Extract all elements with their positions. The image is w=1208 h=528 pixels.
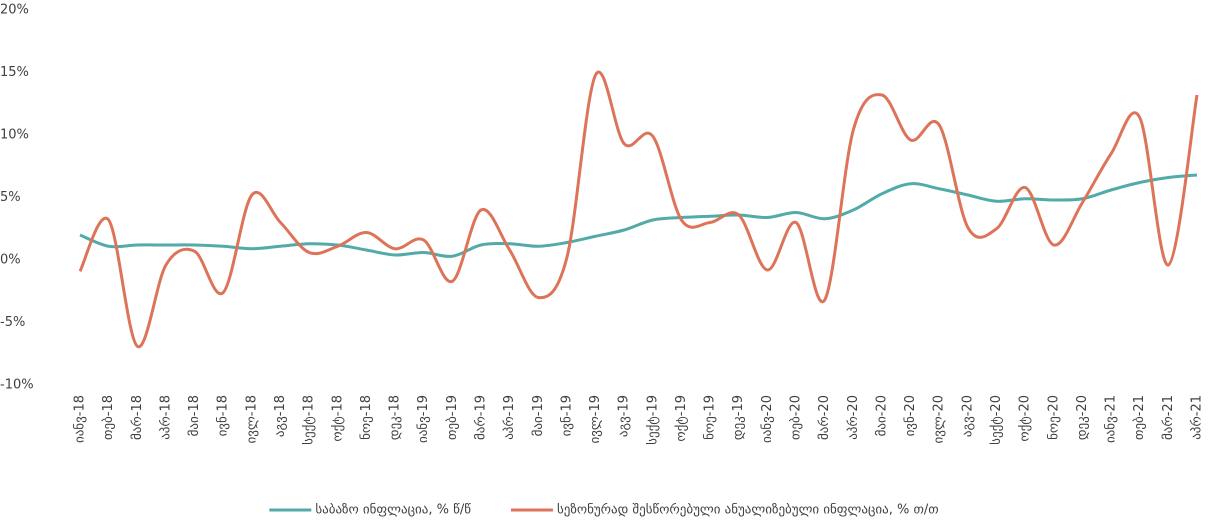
x-tick-label: მარ-20 xyxy=(817,395,832,440)
x-tick-label: აგვ-20 xyxy=(960,395,975,437)
x-tick-label: იანვ-20 xyxy=(760,395,775,443)
x-tick-label: სექტ-18 xyxy=(302,395,317,445)
y-tick-label: 20% xyxy=(0,3,29,18)
x-tick-label: თებ-20 xyxy=(789,395,804,440)
x-tick-label: ივლ-18 xyxy=(244,395,259,443)
y-tick-label: 5% xyxy=(0,190,21,205)
x-tick-label: ივლ-19 xyxy=(588,395,603,443)
x-tick-label: აგვ-18 xyxy=(273,395,288,437)
x-tick-label: დეკ-20 xyxy=(1075,395,1090,440)
x-tick-label: აპრ-20 xyxy=(846,395,861,440)
x-tick-label: თებ-19 xyxy=(445,395,460,440)
legend-label: სეზონურად შესწორებული ანუალიზებული ინფლა… xyxy=(557,503,939,518)
y-tick-label: -10% xyxy=(0,378,34,393)
x-tick-label: მარ-19 xyxy=(473,395,488,440)
x-tick-label: აპრ-21 xyxy=(1190,395,1205,440)
x-tick-label: თებ-18 xyxy=(101,395,116,440)
x-tick-label: იანვ-21 xyxy=(1104,395,1119,443)
x-tick-label: აპრ-19 xyxy=(502,395,517,440)
x-tick-label: სექტ-19 xyxy=(645,395,660,445)
x-tick-label: ნოე-19 xyxy=(703,395,718,440)
x-tick-label: მაი-18 xyxy=(187,395,202,436)
x-tick-label: მარ-21 xyxy=(1161,395,1176,440)
x-tick-label: ოქტ-19 xyxy=(674,395,689,442)
x-tick-label: ოქტ-18 xyxy=(330,395,345,442)
x-tick-label: დეკ-18 xyxy=(388,395,403,440)
x-tick-label: მაი-20 xyxy=(874,395,889,436)
x-tick-label: სექტ-20 xyxy=(989,395,1004,445)
x-tick-label: იანვ-18 xyxy=(73,395,88,443)
series-line xyxy=(79,173,1198,258)
x-tick-label: ოქტ-20 xyxy=(1018,395,1033,442)
legend: საბაზო ინფლაცია, % წ/წ სეზონურად შესწორებ… xyxy=(269,503,939,518)
y-tick-label: -5% xyxy=(0,315,25,330)
y-tick-label: 10% xyxy=(0,128,29,143)
x-tick-label: იანვ-19 xyxy=(416,395,431,443)
y-tick-label: 15% xyxy=(0,65,29,80)
x-tick-label: ივნ-19 xyxy=(559,395,574,436)
x-tick-label: ივლ-20 xyxy=(932,395,947,443)
x-tick-label: თებ-21 xyxy=(1132,395,1147,440)
y-tick-label: 0% xyxy=(0,253,21,268)
x-tick-label: დეკ-19 xyxy=(731,395,746,440)
x-tick-label: აგვ-19 xyxy=(617,395,632,437)
x-tick-label: ნოე-18 xyxy=(359,395,374,440)
legend-label: საბაზო ინფლაცია, % წ/წ xyxy=(315,503,471,518)
series-line xyxy=(78,70,1199,348)
x-tick-label: მარ-18 xyxy=(130,395,145,440)
x-tick-label: ივნ-18 xyxy=(216,395,231,436)
x-tick-label: აპრ-18 xyxy=(158,395,173,440)
x-tick-label: მაი-19 xyxy=(531,395,546,436)
x-tick-label: ივნ-20 xyxy=(903,395,918,436)
x-tick-label: ნოე-20 xyxy=(1046,395,1061,440)
